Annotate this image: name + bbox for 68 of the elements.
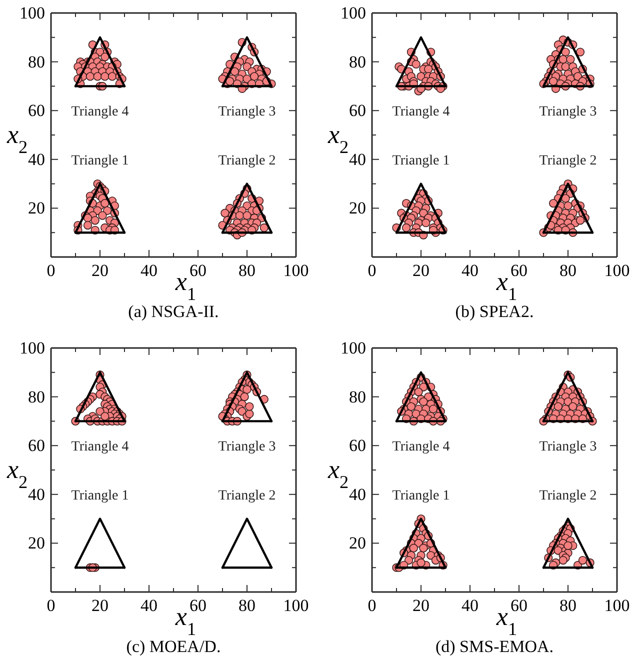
x-tick-label: 40 xyxy=(140,596,158,616)
x-tick-label: 100 xyxy=(604,596,630,616)
x-tick-label: 60 xyxy=(510,261,528,280)
x-tick-label: 0 xyxy=(46,261,56,280)
x-tick-label: 100 xyxy=(283,261,309,280)
y-tick-label: 20 xyxy=(349,534,366,553)
annotation: Triangle 3 xyxy=(539,440,597,455)
x-tick-label: 40 xyxy=(140,261,158,280)
y-tick-label: 100 xyxy=(340,3,366,22)
x-tick-label: 20 xyxy=(412,261,430,280)
y-tick-label: 20 xyxy=(349,198,366,218)
annotation: Triangle 1 xyxy=(71,153,129,168)
annotation: Triangle 4 xyxy=(71,104,129,120)
y-tick-label: 40 xyxy=(349,484,366,504)
x-tick-label: 0 xyxy=(368,596,376,616)
y-tick-label: 60 xyxy=(28,101,45,120)
y-tick-label: 80 xyxy=(349,387,366,406)
x-tick-label: 20 xyxy=(92,596,108,616)
y-tick-label: 80 xyxy=(28,387,45,406)
x-tick-label: 80 xyxy=(560,261,576,280)
annotation: Triangle 3 xyxy=(218,440,276,455)
x-tick-label: 100 xyxy=(604,261,630,280)
y-tick-label: 100 xyxy=(340,338,366,358)
y-tick-label: 80 xyxy=(349,52,366,72)
y-tick-label: 100 xyxy=(20,3,45,22)
annotation: Triangle 4 xyxy=(392,440,450,455)
y-tick-label: 60 xyxy=(349,101,366,120)
x-tick-label: 20 xyxy=(412,596,430,616)
x-tick-label: 80 xyxy=(238,261,256,280)
x-tick-label: 20 xyxy=(92,261,108,280)
y-axis-title: x$_{2}$ xyxy=(327,120,349,157)
text: (c) MOEA/D. xyxy=(126,637,221,656)
text: (d) SMS-EMOA. xyxy=(435,637,554,656)
y-axis-title: x$_{2}$ xyxy=(327,455,349,492)
y-tick-label: 60 xyxy=(28,436,45,456)
annotation: Triangle 2 xyxy=(539,488,597,504)
y-tick-label: 40 xyxy=(28,484,45,504)
y-tick-label: 60 xyxy=(349,436,366,456)
annotation: Triangle 3 xyxy=(218,104,276,120)
annotation: Triangle 2 xyxy=(539,153,597,168)
x-tick-label: 40 xyxy=(462,596,478,616)
y-tick-label: 80 xyxy=(28,52,45,72)
x-tick-label: 60 xyxy=(190,596,206,616)
x-tick-label: 0 xyxy=(46,596,56,616)
annotation: Triangle 1 xyxy=(392,488,450,504)
y-tick-label: 40 xyxy=(349,150,366,169)
x-tick-label: 80 xyxy=(560,596,576,616)
x-tick-label: 80 xyxy=(238,596,256,616)
y-tick-label: 20 xyxy=(28,198,45,218)
text: (a) NSGA-II. xyxy=(128,302,219,321)
y-axis-title: x$_{2}$ xyxy=(6,120,28,157)
annotation: Triangle 2 xyxy=(218,153,276,168)
y-axis-title: x$_{2}$ xyxy=(6,455,28,492)
annotation: Triangle 4 xyxy=(392,104,450,120)
annotation: Triangle 2 xyxy=(218,488,276,504)
x-tick-label: 100 xyxy=(283,596,309,616)
text: (b) SPEA2. xyxy=(455,302,534,321)
y-tick-label: 40 xyxy=(28,150,45,169)
x-tick-label: 0 xyxy=(368,261,376,280)
annotation: Triangle 3 xyxy=(539,104,597,120)
annotation: Triangle 1 xyxy=(71,488,129,504)
annotation: Triangle 1 xyxy=(392,153,450,168)
x-tick-label: 60 xyxy=(190,261,206,280)
y-tick-label: 100 xyxy=(20,338,45,358)
y-tick-label: 20 xyxy=(28,534,45,553)
annotation: Triangle 4 xyxy=(71,440,129,455)
x-tick-label: 40 xyxy=(462,261,478,280)
x-tick-label: 60 xyxy=(510,596,528,616)
